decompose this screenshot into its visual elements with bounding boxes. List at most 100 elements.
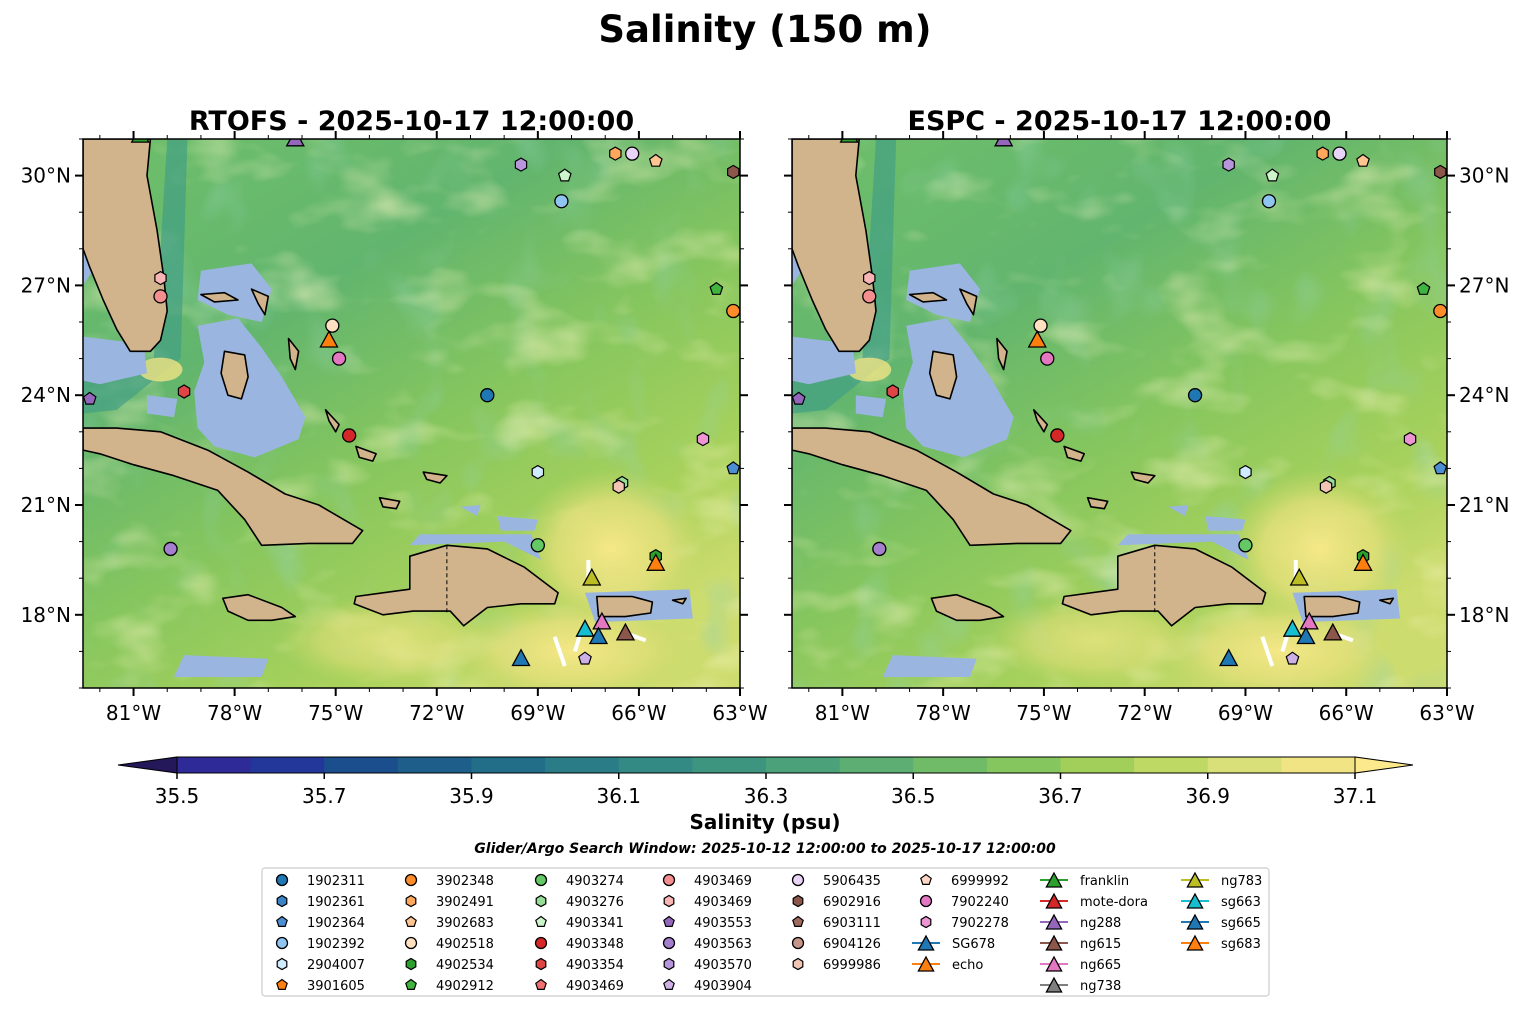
shallow-water-mask xyxy=(174,655,269,677)
lon-tick-label: 63°W xyxy=(712,701,767,725)
argo-4903563-marker xyxy=(163,541,178,557)
argo-4903553-marker xyxy=(83,391,97,405)
argo-4903341-marker xyxy=(557,168,572,182)
colorbar-segment xyxy=(766,757,841,773)
colorbar-tick-label: 35.5 xyxy=(155,784,200,808)
legend-ng615-marker xyxy=(1045,934,1063,951)
legend-4903570-marker xyxy=(663,957,675,971)
land-longisland xyxy=(1033,409,1049,433)
glider-sg663-marker xyxy=(1282,619,1303,637)
lon-tick-label: 75°W xyxy=(1016,701,1071,725)
legend-1902311-marker xyxy=(275,873,289,887)
legend-echo-marker xyxy=(917,955,935,972)
lon-tick-label: 81°W xyxy=(106,701,161,725)
argo-3902348-marker xyxy=(726,303,740,319)
legend-ng615-label: ng615 xyxy=(1080,937,1121,952)
lon-tick-label: 78°W xyxy=(916,701,971,725)
legend-6902916-marker xyxy=(792,894,804,908)
legend-mote-dora-label: mote-dora xyxy=(1080,895,1148,910)
land-jamaica xyxy=(222,593,297,622)
legend-3902683-label: 3902683 xyxy=(436,916,494,931)
legend-1902361-marker xyxy=(276,894,288,908)
argo-7902278-marker xyxy=(696,431,710,447)
glider-ng665-marker xyxy=(592,611,612,630)
shallow-water-mask xyxy=(1168,505,1189,516)
legend-6903111-label: 6903111 xyxy=(823,916,881,931)
legend-3902348-marker xyxy=(404,873,418,887)
land-gbahama xyxy=(200,291,239,303)
legend-1902392-marker xyxy=(275,936,289,950)
legend-4903469-label: 4903469 xyxy=(694,895,752,910)
argo-4903341-marker xyxy=(1265,168,1280,182)
argo-1902311-marker xyxy=(1187,388,1203,403)
legend-4903563-label: 4903563 xyxy=(694,937,752,952)
glider-ng615-marker xyxy=(615,622,636,641)
legend-box xyxy=(261,867,1270,997)
lon-tick-label: 75°W xyxy=(308,701,363,725)
shallow-water-mask xyxy=(906,263,981,322)
glider-ng783-marker xyxy=(1289,567,1309,586)
argo-5906435-marker xyxy=(1332,146,1347,161)
argo-4903570-marker xyxy=(1222,157,1235,172)
colorbar-tick-label: 36.5 xyxy=(891,784,936,808)
shallow-water-mask xyxy=(197,263,272,322)
rtofs-map-panel: RTOFS - 2025-10-17 12:00:00 81°W 78°W 75°W 7… xyxy=(21,106,768,725)
legend-ng783-marker xyxy=(1186,871,1204,888)
shallow-water-mask xyxy=(194,318,306,458)
legend-ng783-label: ng783 xyxy=(1221,874,1262,889)
argo-4903348-marker xyxy=(1050,428,1065,443)
glider-echo-marker xyxy=(1027,329,1047,348)
saline-patch xyxy=(451,601,692,688)
land-vi xyxy=(671,597,687,605)
argo-4902912-marker xyxy=(1416,281,1431,295)
legend-4903341-label: 4903341 xyxy=(566,916,624,931)
lat-tick-label: 18°N xyxy=(21,603,71,627)
florida-current-band xyxy=(83,139,188,414)
land-caicos xyxy=(422,471,448,484)
legend-ng665-marker xyxy=(1045,955,1063,972)
lon-tick-label: 72°W xyxy=(409,701,464,725)
legend-SG678-marker xyxy=(917,934,935,951)
land-florida xyxy=(83,139,168,353)
legend-4902912-marker xyxy=(405,978,417,991)
legend-1902364-marker xyxy=(276,915,288,928)
land-inagua xyxy=(1086,496,1109,510)
legend-4903348-label: 4903348 xyxy=(566,937,624,952)
lat-tick-label: 24°N xyxy=(21,383,71,407)
argo-4903904-marker xyxy=(578,651,592,665)
lat-tick-label: 21°N xyxy=(21,493,71,517)
legend-4903553-marker xyxy=(663,915,675,928)
colorbar-segment xyxy=(1060,757,1135,773)
colorbar-label: Salinity (psu) xyxy=(689,810,840,834)
legend-6904126-marker xyxy=(791,936,805,950)
colorbar-segment xyxy=(324,757,399,773)
argo-3901605-marker xyxy=(1458,151,1470,163)
legend-4903348-marker xyxy=(534,936,548,950)
legend-6903111-marker xyxy=(792,915,804,928)
legend-ng288-marker xyxy=(1045,913,1063,930)
shallow-water-mask xyxy=(147,395,178,418)
argo-5906435-marker xyxy=(625,146,640,161)
argo-3902683-marker xyxy=(1356,153,1370,167)
saline-patch xyxy=(276,595,497,686)
glider-SG678-marker xyxy=(511,648,531,667)
glider-ng288-marker xyxy=(285,139,305,147)
saline-patch xyxy=(984,595,1205,686)
legend-4903904-marker xyxy=(663,978,675,991)
colorbar-under-arrow xyxy=(117,756,178,774)
land-acklins xyxy=(355,445,377,462)
colorbar: 35.5 35.7 35.9 36.1 36.3 36.5 36.7 36.9 37.1 xyxy=(117,756,1414,808)
legend-ng288-label: ng288 xyxy=(1080,916,1121,931)
glider-sg683-marker xyxy=(646,553,666,571)
land-puertorico xyxy=(1303,595,1361,618)
legend-4902912-label: 4902912 xyxy=(436,979,494,994)
florida-current-band xyxy=(792,139,897,414)
argo-6999986-marker xyxy=(1319,479,1333,494)
legend-4903274-label: 4903274 xyxy=(566,874,624,889)
legend-4903469-marker xyxy=(663,894,675,908)
legend-6999992-marker xyxy=(920,873,932,886)
argo-6999986-marker xyxy=(612,479,625,494)
saline-patch xyxy=(1224,468,1415,629)
map-frame xyxy=(82,138,741,689)
legend-sg663-label: sg663 xyxy=(1221,895,1261,910)
